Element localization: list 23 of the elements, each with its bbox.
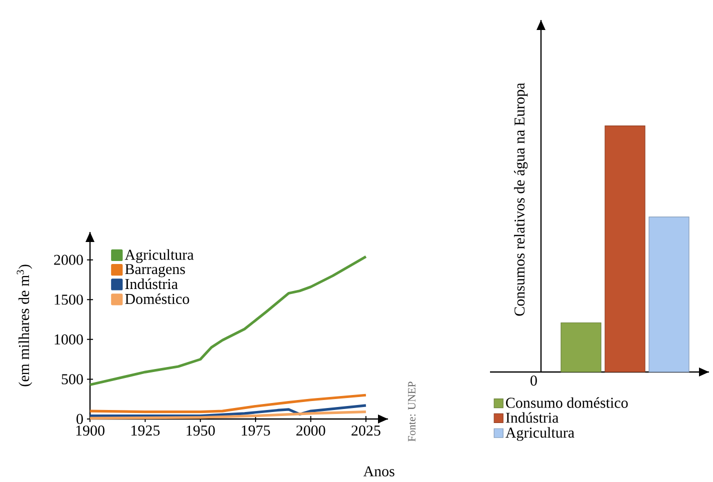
x-tick-label: 1900 (76, 426, 104, 436)
text: 0 (530, 376, 537, 386)
x-tick-label: 1925 (132, 426, 160, 436)
source-note: Fonte: UNEP (408, 382, 416, 442)
legend-label: Indústria (125, 278, 178, 290)
y-tick-label: 1000 (54, 334, 83, 344)
x-tick-label: 1950 (186, 426, 215, 436)
legend-label: Agricultura (124, 249, 194, 263)
x-tick-label: 1975 (242, 426, 270, 436)
y-tick-label: 500 (62, 374, 83, 384)
y-axis-title: Consumos relativos de água na Europa (514, 82, 528, 316)
y-tick-label: 0 (76, 414, 83, 424)
x-tick-label: 2000 (296, 426, 326, 436)
x-axis-title: Anos (363, 466, 394, 476)
legend-label: Agricultura (506, 427, 574, 441)
legend-label: Doméstico (125, 293, 190, 304)
y-tick-label: 2000 (54, 254, 83, 265)
legend-label: Consumo doméstico (506, 397, 628, 408)
y-axis-title: (em milhares de m$^{3}$) (16, 264, 32, 386)
x-tick-label: 2025 (352, 426, 380, 436)
y-tick-label: 1500 (54, 294, 83, 305)
legend-label: Barragens (125, 264, 185, 278)
legend-label: Indústria (506, 412, 559, 423)
